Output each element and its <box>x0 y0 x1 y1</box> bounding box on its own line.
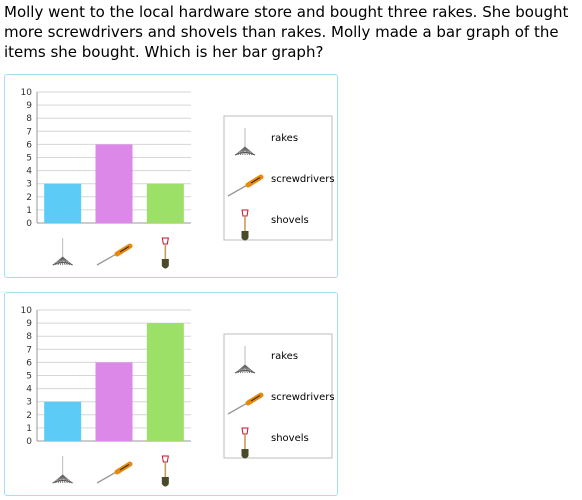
y-tick-label: 7 <box>26 127 32 137</box>
y-tick-label: 5 <box>26 154 32 164</box>
y-tick-label: 10 <box>21 306 33 316</box>
y-tick-label: 3 <box>26 180 32 190</box>
y-tick-label: 1 <box>26 424 32 434</box>
shovel-icon <box>161 237 169 269</box>
answer-option-1[interactable]: 0 1 2 3 4 5 6 7 8 9 10 rakes screwdrivers shovels <box>4 74 338 278</box>
shovel-icon <box>241 427 249 459</box>
y-tick-label: 0 <box>26 437 32 447</box>
rake-icon <box>52 456 73 484</box>
y-tick-label: 10 <box>21 88 33 98</box>
y-tick-label: 5 <box>26 372 32 382</box>
bar-shovels <box>146 183 184 223</box>
shovel-icon <box>161 455 169 487</box>
legend-label-rakes: rakes <box>271 133 298 144</box>
legend-box <box>223 333 333 459</box>
shovel-icon <box>241 209 249 241</box>
y-tick-label: 2 <box>26 411 32 421</box>
legend-label-screwdrivers: screwdrivers <box>271 392 335 403</box>
y-tick-label: 7 <box>26 345 32 355</box>
bar-chart-1: 0 1 2 3 4 5 6 7 8 9 10 rakes screwdrivers shovels <box>21 88 335 269</box>
legend: rakes screwdrivers shovels <box>223 333 335 459</box>
screwdriver-icon <box>96 243 133 266</box>
rake-icon <box>234 128 256 156</box>
legend-box <box>223 115 333 241</box>
y-tick-label: 6 <box>26 140 32 150</box>
legend-label-shovels: shovels <box>271 215 309 226</box>
y-tick-label: 0 <box>26 219 32 229</box>
y-tick-label: 4 <box>26 385 32 395</box>
y-tick-label: 6 <box>26 358 32 368</box>
question-text: Molly went to the local hardware store a… <box>4 3 569 61</box>
screwdriver-icon <box>227 392 264 415</box>
y-tick-label: 9 <box>26 319 32 329</box>
legend-label-shovels: shovels <box>271 433 309 444</box>
bar-screwdrivers <box>95 144 133 223</box>
y-tick-label: 9 <box>26 101 32 111</box>
y-tick-label: 1 <box>26 206 32 216</box>
y-tick-label: 8 <box>26 332 32 342</box>
bar-shovels <box>146 323 184 441</box>
legend: rakes screwdrivers shovels <box>223 115 335 241</box>
y-tick-label: 3 <box>26 398 32 408</box>
screwdriver-icon <box>96 461 133 484</box>
rake-icon <box>234 346 256 374</box>
bar-rakes <box>44 401 82 441</box>
bar-chart-2: 0 1 2 3 4 5 6 7 8 9 10 rakes screwdrivers shovels <box>21 306 335 487</box>
rake-icon <box>52 238 73 266</box>
y-tick-label: 2 <box>26 193 32 203</box>
legend-label-screwdrivers: screwdrivers <box>271 174 335 185</box>
bar-screwdrivers <box>95 362 133 441</box>
screwdriver-icon <box>227 174 264 197</box>
bar-rakes <box>44 183 82 223</box>
answer-option-2[interactable]: 0 1 2 3 4 5 6 7 8 9 10 rakes screwdrivers shovels <box>4 292 338 496</box>
y-tick-label: 4 <box>26 167 32 177</box>
y-tick-label: 8 <box>26 114 32 124</box>
legend-label-rakes: rakes <box>271 351 298 362</box>
